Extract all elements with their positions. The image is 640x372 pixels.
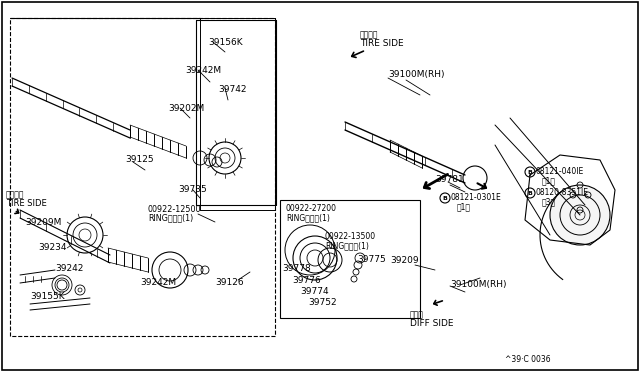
Text: 00922-13500: 00922-13500	[325, 232, 376, 241]
Text: 39125: 39125	[125, 155, 154, 164]
Text: 39752: 39752	[308, 298, 337, 307]
Text: 39155K: 39155K	[30, 292, 65, 301]
Text: B: B	[527, 170, 532, 174]
Text: 39202M: 39202M	[168, 104, 204, 113]
Text: 39209M: 39209M	[25, 218, 61, 227]
Text: 08120-8351IE: 08120-8351IE	[536, 188, 589, 197]
Text: 39242: 39242	[55, 264, 83, 273]
Text: タイヤ側: タイヤ側	[6, 190, 24, 199]
Bar	[280, 200, 420, 318]
Text: 39209: 39209	[390, 256, 419, 265]
Text: 39156K: 39156K	[208, 38, 243, 47]
Text: TIRE SIDE: TIRE SIDE	[6, 199, 47, 208]
Text: 39778: 39778	[282, 264, 311, 273]
Text: RINGリング(1): RINGリング(1)	[148, 213, 193, 222]
Text: RINGリング(1): RINGリング(1)	[325, 241, 369, 250]
Text: 08121-040IE: 08121-040IE	[536, 167, 584, 176]
Text: タイヤ側: タイヤ側	[360, 30, 378, 39]
Text: （1）: （1）	[542, 176, 556, 185]
Text: B: B	[527, 190, 532, 196]
Text: ^39·C 0036: ^39·C 0036	[505, 355, 550, 364]
Text: DIFF SIDE: DIFF SIDE	[410, 319, 454, 328]
Text: 08121-0301E: 08121-0301E	[451, 193, 502, 202]
Text: 39776: 39776	[292, 276, 321, 285]
Text: 39781: 39781	[435, 175, 464, 184]
Text: 39100M(RH): 39100M(RH)	[388, 70, 445, 79]
Text: （1）: （1）	[457, 202, 471, 211]
Text: 00922-12500: 00922-12500	[148, 205, 202, 214]
Text: 39774: 39774	[300, 287, 328, 296]
Text: デフ側: デフ側	[410, 310, 424, 319]
Text: 39242M: 39242M	[140, 278, 176, 287]
Text: 39742: 39742	[218, 85, 246, 94]
Text: 39242M: 39242M	[185, 66, 221, 75]
Text: 39775: 39775	[357, 255, 386, 264]
Text: 00922-27200: 00922-27200	[286, 204, 337, 213]
Text: 39735: 39735	[178, 185, 207, 194]
Text: 39100M(RH): 39100M(RH)	[450, 280, 506, 289]
Text: 39234: 39234	[38, 243, 67, 252]
Text: RINGリング(1): RINGリング(1)	[286, 213, 330, 222]
Text: TIRE SIDE: TIRE SIDE	[360, 39, 404, 48]
Text: 39126: 39126	[215, 278, 244, 287]
Text: （3）: （3）	[542, 197, 556, 206]
Bar	[10, 18, 275, 336]
Circle shape	[550, 185, 610, 245]
Text: B: B	[443, 196, 447, 201]
